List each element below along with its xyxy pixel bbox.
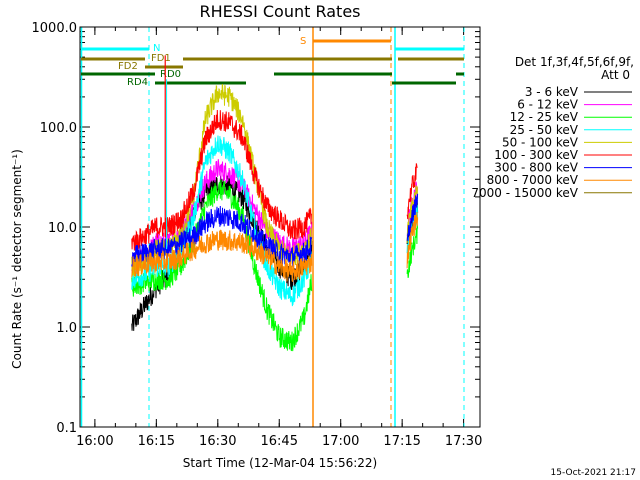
footer-timestamp: 15-Oct-2021 21:17 — [551, 468, 636, 478]
y-tick-label: 100.0 — [40, 121, 77, 136]
x-tick-label: 16:45 — [261, 434, 298, 449]
series-line — [131, 109, 313, 251]
y-tick-label: 1.0 — [56, 321, 77, 336]
legend-label: 6 - 12 keV — [517, 98, 579, 112]
flag-label: RD4 — [127, 77, 148, 88]
chart-title: RHESSI Count Rates — [200, 2, 361, 21]
legend: Det 1f,3f,4f,5f,6f,9f, Att 0 3 - 6 keV6 … — [471, 55, 634, 200]
series-line — [406, 185, 419, 244]
flag-label: FD1 — [151, 53, 171, 64]
y-tick-label: 0.1 — [56, 421, 77, 436]
legend-label: 12 - 25 keV — [510, 110, 579, 124]
legend-label: 50 - 100 keV — [502, 135, 579, 149]
flag-label: RD0 — [160, 69, 181, 80]
series-line — [131, 229, 313, 282]
y-tick-label: 10.0 — [48, 221, 77, 236]
legend-label: 100 - 300 keV — [494, 148, 578, 162]
x-tick-label: 17:15 — [383, 434, 420, 449]
flag-label: N — [153, 43, 160, 54]
flag-label: FD2 — [118, 61, 138, 72]
legend-label: 3 - 6 keV — [525, 85, 579, 99]
y-tick-label: 1000.0 — [32, 21, 78, 36]
legend-title: Det 1f,3f,4f,5f,6f,9f, — [515, 55, 634, 69]
y-axis-label: Count Rate (s⁻¹ detector segment⁻¹) — [10, 149, 24, 369]
series-line — [406, 193, 419, 242]
series-line — [131, 179, 313, 352]
series-line — [406, 224, 419, 279]
x-tick-label: 17:30 — [445, 434, 482, 449]
legend-label: 7000 - 15000 keV — [471, 186, 578, 200]
flag-label: S — [300, 36, 306, 47]
x-tick-label: 16:00 — [76, 434, 113, 449]
series-line — [131, 84, 313, 277]
x-tick-label: 16:30 — [199, 434, 236, 449]
legend-label: 25 - 50 keV — [510, 123, 579, 137]
x-axis-label: Start Time (12-Mar-04 15:56:22) — [183, 456, 377, 470]
legend-subtitle: Att 0 — [601, 68, 630, 82]
legend-label: 300 - 800 keV — [494, 161, 578, 175]
legend-label: 800 - 7000 keV — [487, 173, 579, 187]
series-line — [406, 163, 418, 220]
x-tick-label: 16:15 — [138, 434, 175, 449]
plot-frame — [79, 26, 481, 428]
x-tick-label: 17:00 — [322, 434, 359, 449]
series-line — [406, 211, 419, 269]
series-line — [131, 205, 313, 268]
